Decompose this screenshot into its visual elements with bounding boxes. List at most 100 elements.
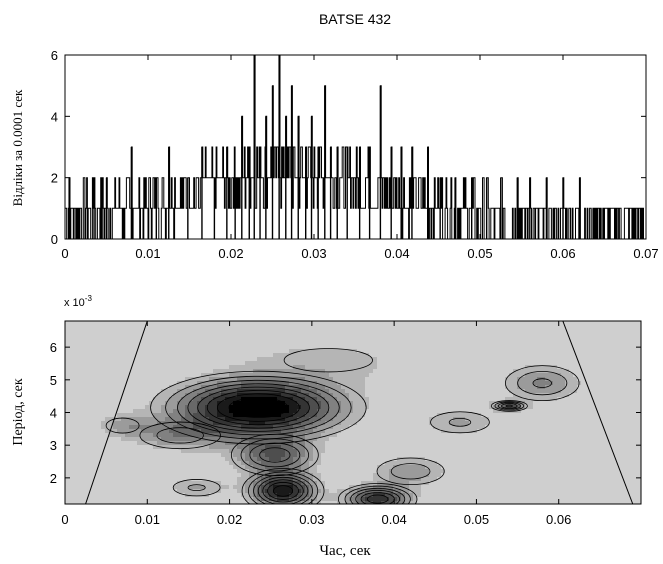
contour-cell: [161, 425, 165, 429]
contour-cell: [257, 381, 261, 385]
contour-cell: [469, 425, 473, 429]
contour-cell: [297, 493, 301, 497]
contour-cell: [293, 433, 297, 437]
contour-cell: [301, 421, 305, 425]
contour-cell: [417, 485, 421, 489]
contour-cell: [285, 389, 289, 393]
contour-cell: [301, 425, 305, 429]
contour-cell: [525, 393, 529, 397]
contour-cell: [293, 421, 297, 425]
contour-cell: [529, 373, 533, 377]
contour-cell: [397, 489, 401, 493]
contour-cell: [237, 421, 241, 425]
contour-cell: [185, 421, 189, 425]
contour-cell: [325, 401, 329, 405]
contour-cell: [181, 417, 185, 421]
contour-cell: [253, 397, 257, 401]
contour-cell: [225, 485, 229, 489]
contour-cell: [333, 357, 337, 361]
contour-cell: [485, 421, 489, 425]
contour-cell: [253, 485, 257, 489]
contour-cell: [101, 421, 105, 425]
contour-cell: [557, 381, 561, 385]
bottom-x-tick-label: 0.04: [381, 512, 406, 527]
contour-cell: [217, 449, 221, 453]
contour-cell: [313, 401, 317, 405]
contour-cell: [125, 437, 129, 441]
contour-cell: [353, 361, 357, 365]
contour-cell: [521, 373, 525, 377]
contour-cell: [341, 421, 345, 425]
contour-cell: [209, 401, 213, 405]
contour-cell: [157, 425, 161, 429]
contour-cell: [157, 433, 161, 437]
contour-cell: [533, 365, 537, 369]
bottom-x-tick-label: 0: [61, 512, 68, 527]
contour-cell: [273, 369, 277, 373]
contour-cell: [269, 361, 273, 365]
contour-cell: [349, 497, 353, 501]
contour-cell: [289, 389, 293, 393]
contour-cell: [157, 401, 161, 405]
contour-cell: [289, 485, 293, 489]
contour-cell: [185, 445, 189, 449]
contour-cell: [201, 377, 205, 381]
contour-cell: [513, 397, 517, 401]
contour-cell: [317, 445, 321, 449]
contour-cell: [329, 353, 333, 357]
contour-cell: [325, 413, 329, 417]
contour-line: [247, 471, 319, 504]
contour-cell: [189, 493, 193, 497]
contour-cell: [197, 485, 201, 489]
contour-cell: [289, 433, 293, 437]
contour-cell: [225, 433, 229, 437]
contour-cell: [309, 417, 313, 421]
contour-cell: [173, 409, 177, 413]
contour-cell: [269, 425, 273, 429]
contour-cell: [253, 421, 257, 425]
contour-cell: [217, 429, 221, 433]
contour-cell: [149, 417, 153, 421]
contour-cell: [229, 385, 233, 389]
contour-cell: [213, 373, 217, 377]
contour-cell: [333, 493, 337, 497]
contour-cell: [197, 489, 201, 493]
contour-cell: [213, 449, 217, 453]
contour-cell: [205, 481, 209, 485]
contour-cell: [225, 413, 229, 417]
contour-cell: [349, 369, 353, 373]
contour-cell: [353, 501, 357, 504]
contour-cell: [173, 433, 177, 437]
contour-cell: [281, 453, 285, 457]
contour-cell: [361, 389, 365, 393]
contour-cell: [141, 429, 145, 433]
contour-cell: [513, 381, 517, 385]
contour-cell: [185, 409, 189, 413]
contour-cell: [273, 489, 277, 493]
contour-line: [337, 483, 418, 504]
contour-cell: [261, 413, 265, 417]
contour-cell: [289, 449, 293, 453]
contour-cell: [521, 385, 525, 389]
top-x-tick-label: 0.03: [301, 246, 326, 261]
contour-cell: [289, 497, 293, 501]
contour-cell: [265, 365, 269, 369]
contour-cell: [245, 465, 249, 469]
contour-cell: [301, 389, 305, 393]
contour-cell: [181, 385, 185, 389]
contour-cell: [197, 481, 201, 485]
contour-cell: [329, 385, 333, 389]
contour-cell: [297, 477, 301, 481]
contour-cell: [321, 481, 325, 485]
contour-cell: [181, 437, 185, 441]
contour-cell: [197, 413, 201, 417]
contour-cell: [381, 481, 385, 485]
contour-cell: [533, 385, 537, 389]
contour-cell: [229, 377, 233, 381]
contour-cell: [281, 357, 285, 361]
contour-cell: [533, 373, 537, 377]
contour-cell: [245, 497, 249, 501]
contour-cell: [209, 417, 213, 421]
contour-cell: [481, 425, 485, 429]
contour-cell: [417, 465, 421, 469]
